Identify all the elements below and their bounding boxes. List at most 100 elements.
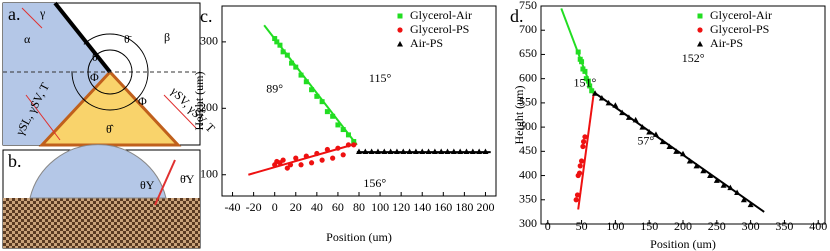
panel-label: d. — [510, 6, 524, 26]
point — [589, 88, 595, 94]
point — [280, 157, 286, 163]
point — [284, 165, 290, 171]
plot-frame — [540, 5, 826, 225]
label: θ̄Y — [180, 172, 195, 186]
point — [374, 148, 381, 154]
point — [368, 148, 375, 154]
point — [298, 162, 304, 168]
x-tick-label: 40 — [311, 200, 323, 214]
angle-arc — [71, 33, 149, 111]
point — [612, 102, 619, 108]
label: α — [24, 32, 31, 46]
point — [284, 52, 290, 58]
point — [303, 153, 309, 159]
x-tick-label: 20 — [290, 200, 302, 214]
label: θ — [92, 50, 98, 64]
y-tick-label: 700 — [519, 22, 537, 36]
x-tick-label: 250 — [708, 219, 726, 233]
y-tick-label: 450 — [519, 143, 537, 157]
point — [578, 158, 585, 164]
point — [340, 127, 346, 133]
point — [680, 150, 686, 157]
x-tick-label: 150 — [640, 219, 658, 233]
legend-marker — [697, 27, 703, 33]
point — [345, 132, 351, 138]
point — [406, 148, 413, 154]
x-tick-label: 100 — [606, 219, 624, 233]
x-tick-label: 60 — [332, 200, 344, 214]
point — [740, 196, 747, 203]
point — [575, 49, 581, 55]
point — [693, 162, 700, 169]
y-axis-label: Height (um) — [192, 72, 206, 131]
point — [652, 131, 659, 137]
panel-b: b. θY θ̄Y — [2, 144, 201, 249]
y-tick-label: 300 — [519, 216, 537, 230]
point — [438, 148, 445, 154]
solid-region — [38, 69, 182, 147]
x-tick-label: 300 — [742, 219, 760, 233]
point — [319, 99, 325, 105]
point — [700, 167, 707, 174]
point — [362, 148, 369, 154]
annotation: 57° — [637, 133, 654, 147]
label: θ̂ — [106, 122, 114, 136]
point — [444, 148, 451, 154]
point — [734, 189, 741, 196]
point — [579, 59, 585, 65]
x-tick-label: -40 — [225, 200, 241, 214]
label: γ — [39, 6, 46, 20]
point — [293, 155, 299, 161]
tangent — [154, 159, 176, 206]
x-tick-label: 200 — [476, 200, 494, 214]
point — [574, 192, 581, 198]
point — [340, 152, 346, 158]
y-tick-label: 350 — [519, 192, 537, 206]
point — [335, 145, 341, 151]
point — [720, 182, 727, 188]
x-tick-label: 100 — [371, 200, 389, 214]
point — [646, 128, 653, 135]
annotation: 151° — [574, 75, 597, 89]
x-tick-label: 80 — [353, 200, 365, 214]
legend-label: Air-PS — [710, 36, 743, 50]
legend-label: Glycerol-Air — [710, 8, 772, 22]
point — [324, 146, 330, 153]
x-tick-label: 120 — [392, 200, 410, 214]
point — [573, 197, 579, 203]
legend-label: Glycerol-PS — [410, 22, 469, 36]
point — [587, 83, 593, 89]
point — [387, 148, 394, 154]
x-tick-label: 200 — [674, 219, 692, 233]
point — [351, 139, 357, 145]
x-tick-label: 0 — [545, 219, 551, 233]
x-tick-label: 140 — [413, 200, 431, 214]
point — [581, 139, 587, 145]
point — [412, 148, 419, 154]
point — [592, 90, 599, 96]
y-tick-label: 100 — [200, 166, 218, 180]
y-tick-label: 550 — [519, 95, 537, 109]
y-tick-label: 600 — [519, 70, 537, 84]
point — [727, 184, 734, 191]
point — [431, 148, 438, 154]
legend-label: Glycerol-PS — [710, 22, 769, 36]
point — [314, 93, 320, 99]
point — [272, 36, 278, 42]
point — [298, 72, 304, 78]
point — [666, 143, 673, 149]
point — [314, 150, 320, 157]
x-tick-label: 0 — [272, 200, 278, 214]
point — [476, 148, 483, 154]
point — [330, 113, 336, 119]
point — [277, 42, 283, 48]
point — [576, 170, 583, 176]
x-tick-label: 350 — [775, 219, 793, 233]
point — [577, 163, 583, 169]
label: Φ — [138, 94, 147, 108]
point — [713, 177, 720, 183]
point — [319, 157, 325, 163]
y-axis-label: Height (um) — [512, 86, 526, 145]
point — [330, 155, 336, 161]
